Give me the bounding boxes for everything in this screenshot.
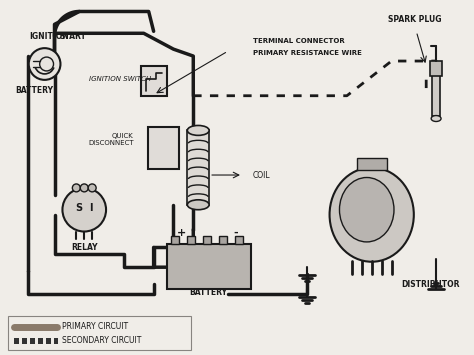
Bar <box>8 316 191 350</box>
Text: QUICK
DISCONNECT: QUICK DISCONNECT <box>88 133 134 146</box>
Text: PRIMARY RESISTANCE WIRE: PRIMARY RESISTANCE WIRE <box>253 50 362 56</box>
Text: -: - <box>234 228 238 237</box>
Circle shape <box>63 188 106 231</box>
Text: BATTERY: BATTERY <box>15 86 53 95</box>
Bar <box>172 236 179 244</box>
Bar <box>187 236 195 244</box>
Text: IGNITION SWITCH: IGNITION SWITCH <box>89 76 151 82</box>
Bar <box>235 236 243 244</box>
Ellipse shape <box>187 200 209 210</box>
FancyBboxPatch shape <box>141 66 166 96</box>
FancyBboxPatch shape <box>148 127 179 169</box>
Text: IGNITION: IGNITION <box>30 32 70 41</box>
Ellipse shape <box>329 168 414 262</box>
Ellipse shape <box>431 115 441 121</box>
Text: DISTRIBUTOR: DISTRIBUTOR <box>401 279 460 289</box>
Circle shape <box>80 184 88 192</box>
Text: S: S <box>76 203 83 213</box>
Ellipse shape <box>339 178 394 242</box>
Text: BATTERY: BATTERY <box>189 288 227 297</box>
Bar <box>46 338 51 344</box>
Text: +: + <box>177 228 186 237</box>
Bar <box>54 338 58 344</box>
Bar <box>166 244 251 289</box>
Circle shape <box>73 184 80 192</box>
Bar <box>203 236 211 244</box>
Text: COIL: COIL <box>253 170 270 180</box>
Bar <box>14 338 19 344</box>
Bar <box>430 61 442 76</box>
Bar <box>37 338 43 344</box>
Text: SPARK PLUG: SPARK PLUG <box>388 15 441 24</box>
Bar <box>432 66 440 115</box>
Text: START: START <box>59 32 86 41</box>
Text: PRIMARY CIRCUIT: PRIMARY CIRCUIT <box>63 322 128 331</box>
Text: RELAY: RELAY <box>71 243 98 252</box>
Ellipse shape <box>187 125 209 135</box>
Bar <box>22 338 27 344</box>
Bar <box>30 338 35 344</box>
Text: I: I <box>90 203 93 213</box>
Bar <box>219 236 227 244</box>
Circle shape <box>88 184 96 192</box>
Text: TERMINAL CONNECTOR: TERMINAL CONNECTOR <box>253 38 345 44</box>
FancyBboxPatch shape <box>187 130 209 205</box>
Circle shape <box>29 48 61 80</box>
Bar <box>357 158 387 170</box>
Text: SECONDARY CIRCUIT: SECONDARY CIRCUIT <box>63 336 142 345</box>
